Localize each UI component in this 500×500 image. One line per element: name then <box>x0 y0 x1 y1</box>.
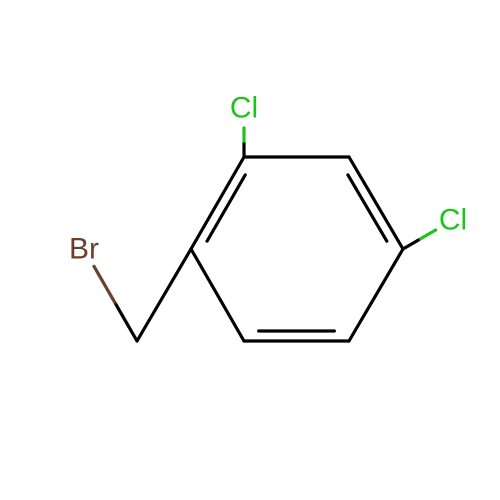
bond <box>137 249 191 341</box>
atom-label-br: Br <box>69 233 99 266</box>
bond <box>349 157 403 249</box>
bond <box>191 157 244 249</box>
atom-label-cl: Cl <box>439 204 467 237</box>
molecule-svg: Br Cl Cl <box>0 0 500 500</box>
bond <box>349 249 403 341</box>
bond <box>191 249 244 341</box>
bond-inner <box>348 175 387 241</box>
bond <box>94 266 137 341</box>
atom-label-cl: Cl <box>230 92 258 125</box>
bond <box>403 230 436 249</box>
